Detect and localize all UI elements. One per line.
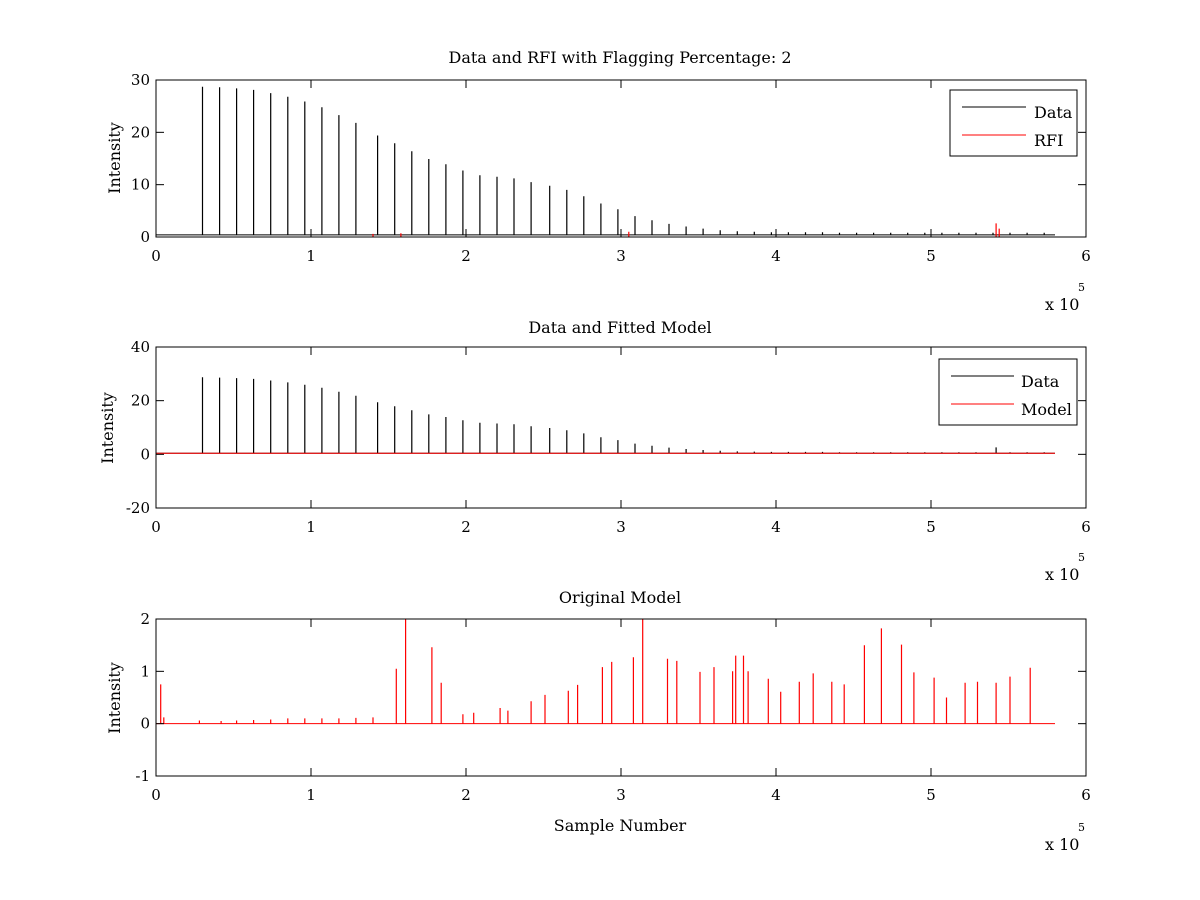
series-peaks bbox=[201, 377, 1045, 454]
y-tick-label: 20 bbox=[131, 123, 150, 141]
subplot-2-ylabel: Intensity bbox=[98, 392, 117, 464]
subplot-3-x-multiplier: x 10 bbox=[1045, 835, 1079, 854]
x-tick-label: 2 bbox=[461, 786, 471, 804]
x-tick-label: 4 bbox=[771, 518, 781, 536]
x-tick-label: 3 bbox=[616, 518, 626, 536]
subplot-2-x-multiplier: x 10 bbox=[1045, 565, 1079, 584]
x-tick-label: 6 bbox=[1081, 518, 1091, 536]
y-tick-label: -1 bbox=[135, 767, 150, 785]
y-tick-label: 1 bbox=[140, 662, 150, 680]
subplot-3-ylabel: Intensity bbox=[105, 662, 124, 734]
subplot-3-title: Original Model bbox=[559, 588, 681, 607]
legend-label-rfi: RFI bbox=[1034, 131, 1063, 150]
y-tick-label: 40 bbox=[131, 338, 150, 356]
x-tick-label: 0 bbox=[151, 247, 161, 265]
series-peaks bbox=[372, 223, 1000, 237]
y-tick-label: 30 bbox=[131, 71, 150, 89]
x-tick-label: 5 bbox=[926, 786, 936, 804]
subplot-2-x-exponent: 5 bbox=[1078, 551, 1085, 564]
x-tick-label: 1 bbox=[306, 518, 316, 536]
y-tick-label: 10 bbox=[131, 176, 150, 194]
x-tick-label: 5 bbox=[926, 247, 936, 265]
legend-label-data-2: Data bbox=[1021, 372, 1060, 391]
subplot-1-ylabel: Intensity bbox=[105, 122, 124, 194]
subplot-1-x-exponent: 5 bbox=[1078, 281, 1085, 294]
subplot-3-plot-area bbox=[156, 619, 1055, 725]
series-peaks bbox=[201, 86, 1045, 235]
series-peaks bbox=[160, 619, 1031, 724]
subplot-data-and-rfi: Data and RFI with Flagging Percentage: 2… bbox=[105, 48, 1091, 314]
y-tick-label: 0 bbox=[140, 228, 150, 246]
x-tick-label: 4 bbox=[771, 247, 781, 265]
y-tick-label: 20 bbox=[131, 392, 150, 410]
subplot-2-title: Data and Fitted Model bbox=[528, 318, 711, 337]
subplot-1-axes-frame bbox=[155, 79, 1087, 238]
subplot-2-legend: Data Model bbox=[938, 358, 1078, 426]
x-tick-label: 6 bbox=[1081, 247, 1091, 265]
subplot-2-plot-area bbox=[156, 377, 1055, 454]
legend-label-data: Data bbox=[1034, 103, 1073, 122]
x-tick-label: 1 bbox=[306, 247, 316, 265]
x-tick-label: 1 bbox=[306, 786, 316, 804]
x-tick-label: 5 bbox=[926, 518, 936, 536]
subplot-3-xlabel: Sample Number bbox=[554, 816, 687, 835]
y-tick-label: 0 bbox=[140, 715, 150, 733]
subplot-3-x-exponent: 5 bbox=[1078, 821, 1085, 834]
subplot-1-legend: Data RFI bbox=[949, 89, 1078, 157]
x-tick-label: 2 bbox=[461, 518, 471, 536]
y-tick-label: -20 bbox=[126, 499, 150, 517]
subplot-1-legend-box bbox=[949, 89, 1078, 157]
subplot-1-title: Data and RFI with Flagging Percentage: 2 bbox=[448, 48, 791, 67]
x-tick-label: 4 bbox=[771, 786, 781, 804]
x-tick-label: 6 bbox=[1081, 786, 1091, 804]
subplot-2-legend-box bbox=[938, 358, 1078, 426]
x-tick-label: 3 bbox=[616, 786, 626, 804]
subplot-1-plot-area bbox=[156, 86, 1055, 237]
x-tick-label: 2 bbox=[461, 247, 471, 265]
x-tick-label: 0 bbox=[151, 786, 161, 804]
x-tick-label: 3 bbox=[616, 247, 626, 265]
subplot-1-x-multiplier: x 10 bbox=[1045, 295, 1079, 314]
x-tick-label: 0 bbox=[151, 518, 161, 536]
y-tick-label: 2 bbox=[140, 610, 150, 628]
y-tick-label: 0 bbox=[140, 445, 150, 463]
subplot-1-ticks: 0 1 2 3 4 5 6 0 10 20 30 bbox=[131, 71, 1091, 265]
legend-label-model: Model bbox=[1021, 400, 1072, 419]
